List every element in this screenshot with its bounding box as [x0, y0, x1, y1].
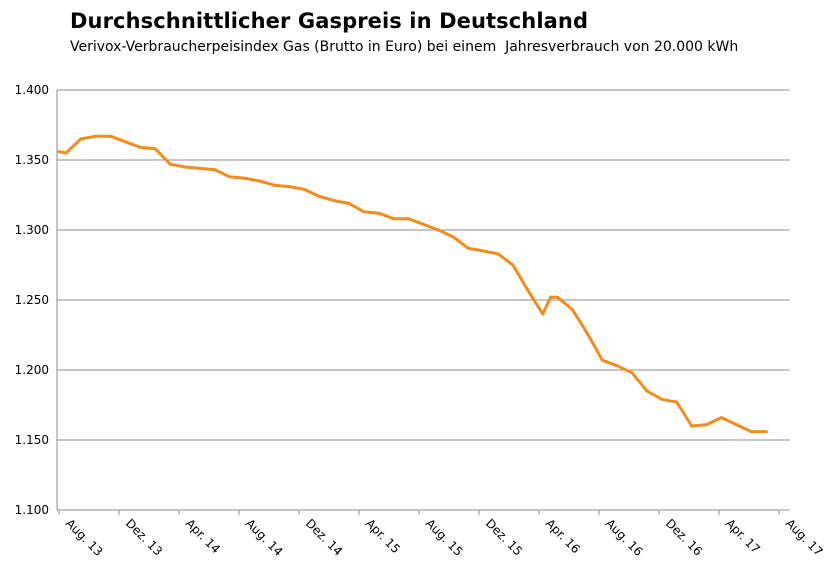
data-point — [362, 210, 366, 214]
data-point — [243, 176, 247, 180]
data-point — [392, 217, 396, 221]
data-point — [347, 201, 351, 205]
data-point — [466, 246, 470, 250]
data-point — [138, 145, 142, 149]
data-point — [258, 179, 262, 183]
data-point — [705, 423, 709, 427]
x-tick-label: Apr. 16 — [543, 516, 583, 556]
data-point — [526, 288, 530, 292]
x-tick-label: Aug. 17 — [783, 516, 824, 559]
data-point — [496, 252, 500, 256]
data-point — [422, 222, 425, 226]
data-point — [630, 371, 634, 375]
data-point — [451, 235, 455, 239]
x-tick-label: Aug. 16 — [603, 516, 646, 559]
y-tick-label: 1.200 — [15, 363, 49, 377]
y-tick-label: 1.300 — [15, 223, 49, 237]
x-tick-label: Apr. 15 — [363, 516, 403, 556]
data-point — [153, 147, 157, 151]
x-tick-label: Aug. 15 — [423, 516, 466, 559]
data-point — [764, 430, 768, 434]
data-point — [228, 175, 232, 179]
data-point — [407, 217, 411, 221]
data-point — [549, 295, 553, 299]
data-point — [198, 166, 202, 170]
data-point — [124, 140, 127, 144]
x-tick-label: Dez. 13 — [123, 516, 165, 558]
data-point — [585, 332, 589, 336]
data-point — [556, 295, 560, 299]
x-tick-label: Apr. 17 — [723, 516, 763, 556]
y-tick-label: 1.100 — [15, 503, 49, 517]
data-point — [377, 211, 381, 215]
data-point — [79, 137, 83, 141]
data-point — [302, 187, 306, 191]
x-tick-label: Dez. 16 — [663, 516, 705, 558]
data-point — [481, 249, 485, 253]
data-point — [690, 424, 694, 428]
x-tick-label: Apr. 14 — [183, 516, 223, 556]
data-point — [749, 430, 753, 434]
data-point — [675, 400, 679, 404]
chart-subtitle: Verivox-Verbraucherpeisindex Gas (Brutto… — [70, 39, 739, 55]
y-tick-label: 1.400 — [15, 83, 49, 97]
data-point — [600, 358, 604, 362]
data-point — [332, 199, 336, 203]
data-point — [109, 134, 113, 138]
data-point — [57, 150, 61, 154]
data-point — [64, 151, 68, 155]
x-tick-label: Aug. 14 — [243, 516, 286, 559]
y-tick-label: 1.150 — [15, 433, 49, 447]
x-tick-label: Aug. 13 — [63, 516, 106, 559]
data-point — [615, 364, 619, 368]
x-tick-label: Dez. 15 — [483, 516, 525, 558]
data-point — [511, 263, 515, 267]
data-point — [287, 185, 291, 189]
data-point — [436, 228, 440, 232]
data-point — [273, 183, 276, 187]
data-point — [317, 194, 321, 198]
y-tick-label: 1.350 — [15, 153, 49, 167]
data-point — [720, 416, 723, 420]
data-point — [168, 162, 172, 166]
data-point — [660, 397, 664, 401]
series-line — [57, 134, 768, 434]
data-point — [571, 308, 574, 312]
data-point — [541, 312, 545, 316]
y-tick-label: 1.250 — [15, 293, 49, 307]
x-tick-label: Dez. 14 — [303, 516, 345, 558]
data-point — [183, 165, 187, 169]
data-point — [213, 168, 217, 172]
data-point — [734, 423, 738, 427]
chart-title: Durchschnittlicher Gaspreis in Deutschla… — [70, 9, 589, 33]
data-point — [645, 389, 649, 393]
data-point — [94, 134, 98, 138]
